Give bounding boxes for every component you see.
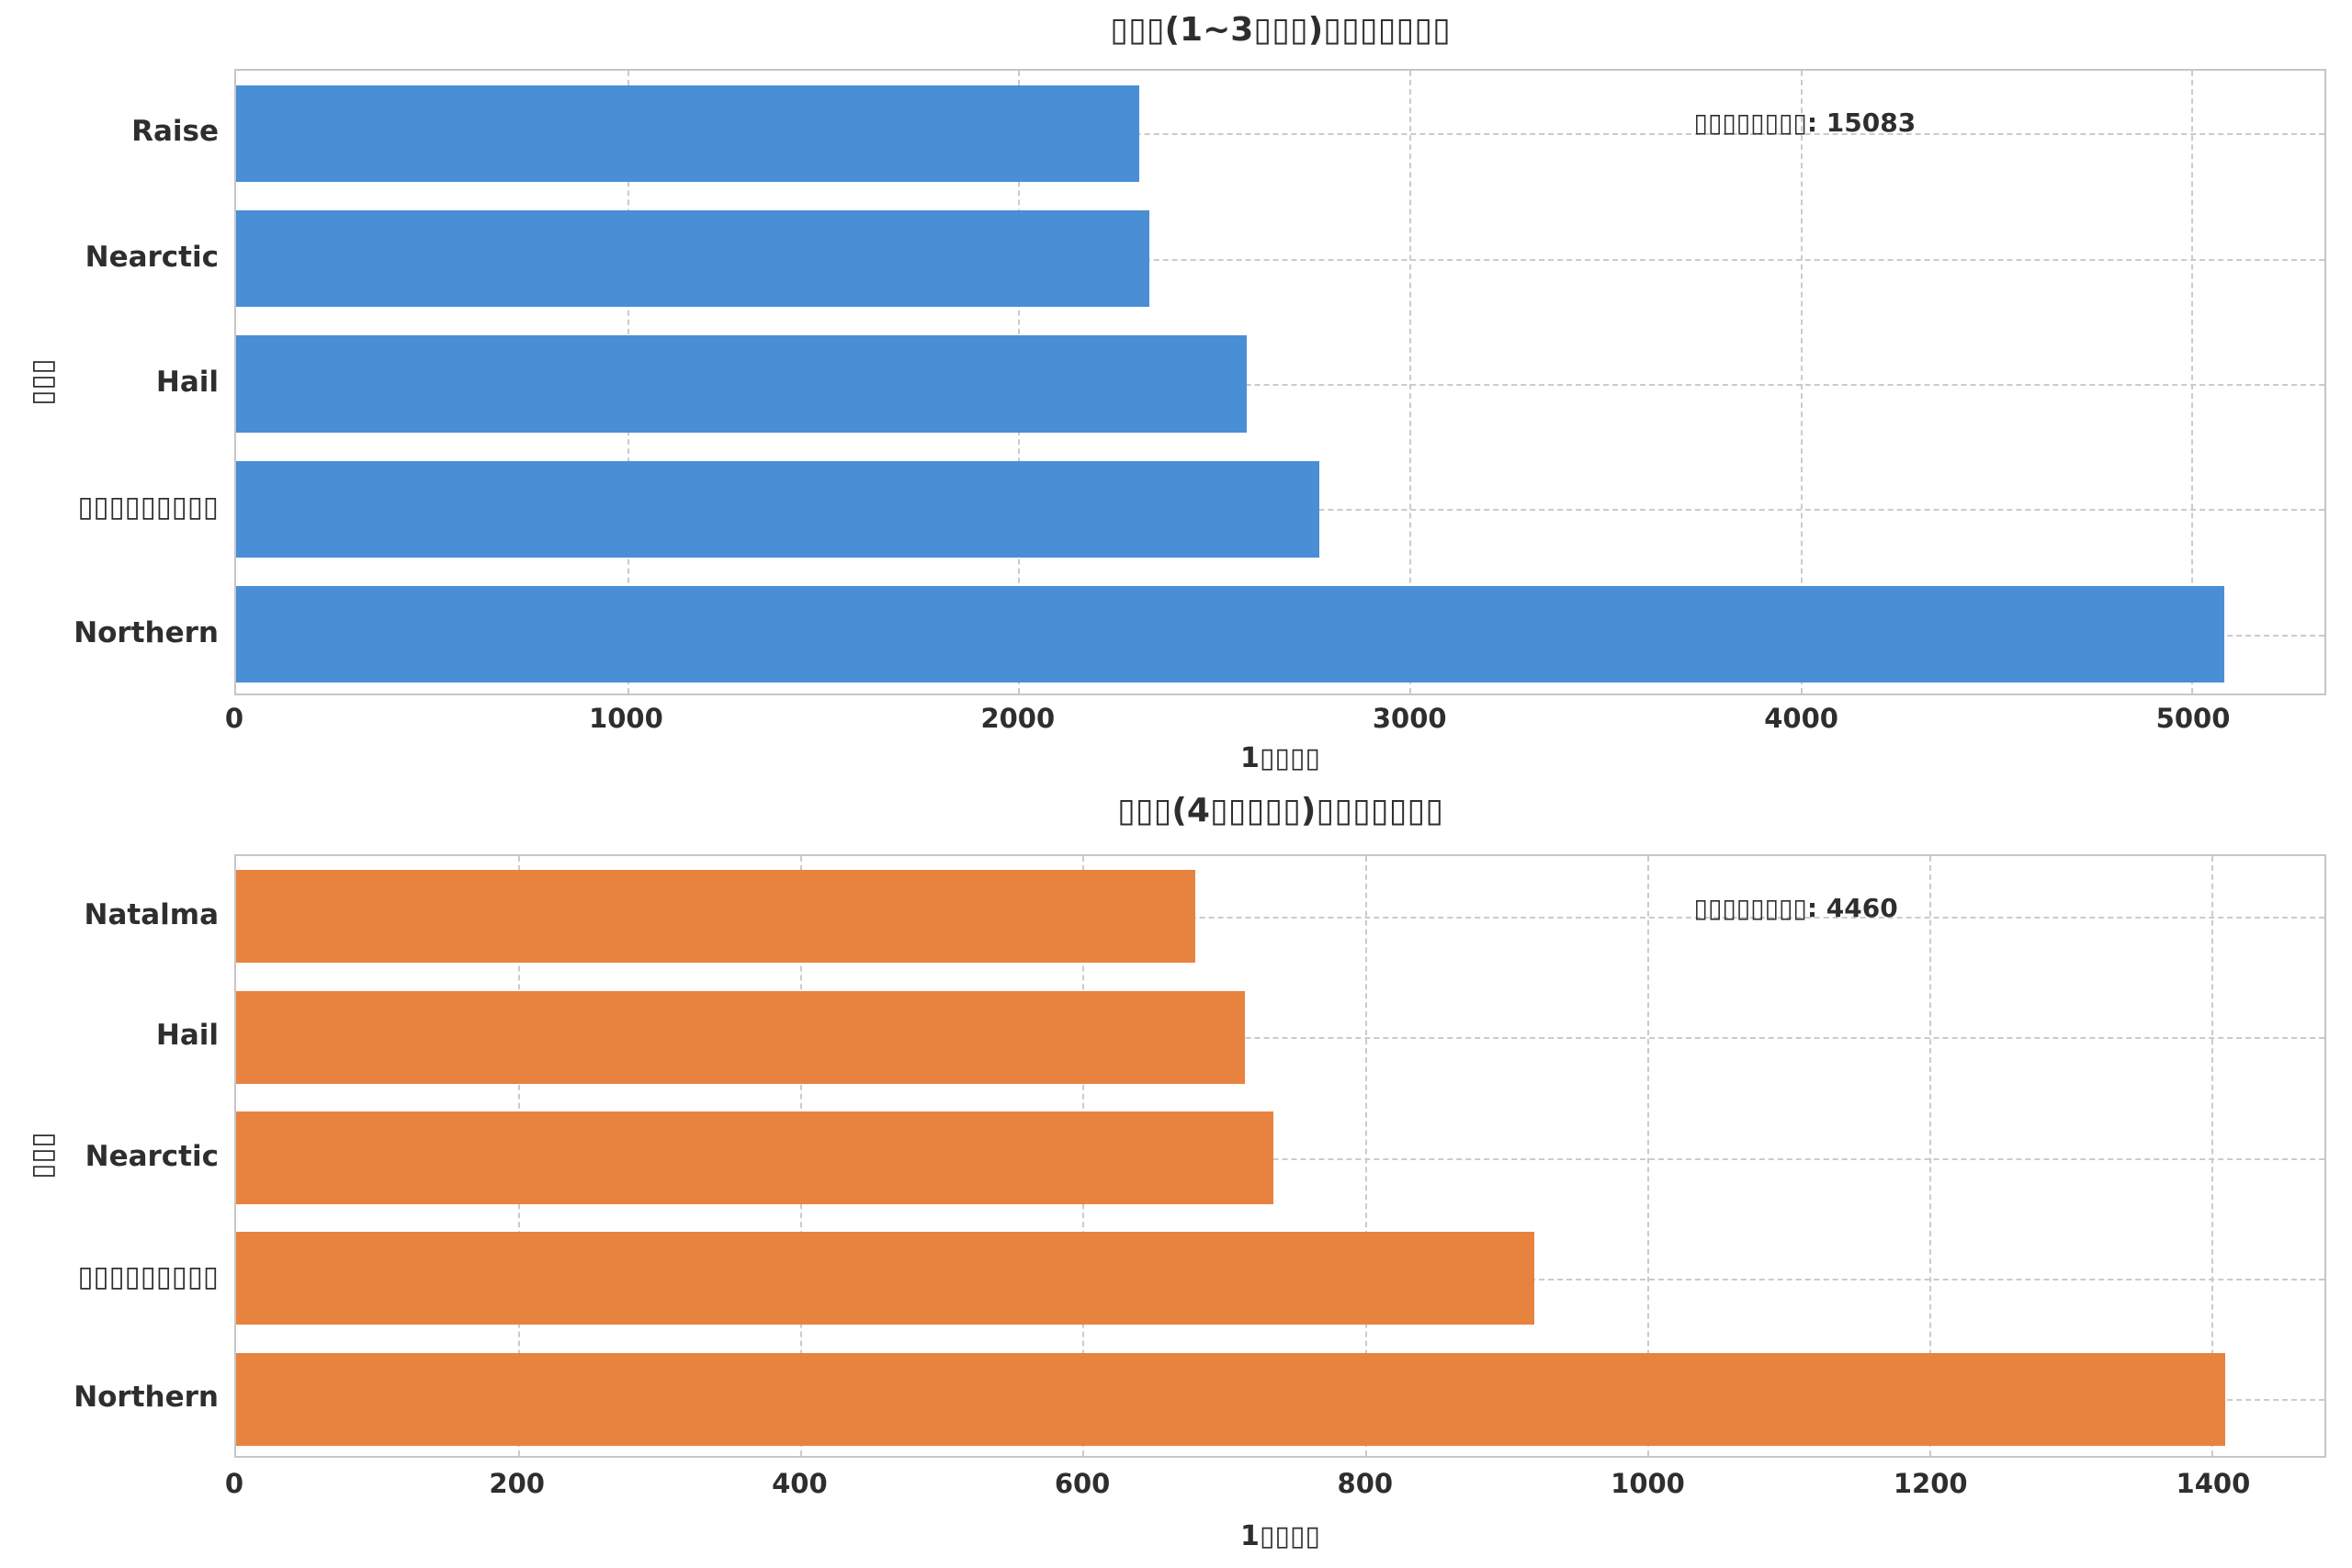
x-tick-label: 3000 [1372, 703, 1447, 734]
plot-area: ▯▯▯▯▯▯▯▯: 4460 [234, 854, 2326, 1458]
plot-area: ▯▯▯▯▯▯▯▯: 15083 [234, 69, 2326, 695]
y-tick-label: Nearctic [85, 240, 219, 274]
x-tick-label: 0 [224, 1468, 244, 1499]
bars-layer [236, 71, 2324, 694]
x-tick-label: 1000 [1611, 1468, 1685, 1499]
bar-▯▯▯▯▯▯▯▯▯ [236, 1232, 1534, 1325]
x-tick-label: 1000 [589, 703, 663, 734]
x-tick-label: 0 [224, 703, 244, 734]
y-tick-label: Northern [74, 615, 219, 649]
x-tick-label: 400 [772, 1468, 828, 1499]
x-tick-label: 800 [1337, 1468, 1394, 1499]
bar-Nearctic [236, 210, 1149, 308]
gridline-vertical [2211, 856, 2214, 1456]
x-tick-label: 1400 [2176, 1468, 2251, 1499]
gridline-vertical [1928, 856, 1931, 1456]
y-tick-label: Nearctic [85, 1139, 219, 1173]
gridline-horizontal [236, 1037, 2324, 1040]
gridline-horizontal [236, 133, 2324, 136]
x-axis-label: 1▯▯▯▯ [1240, 1520, 1320, 1552]
gridline-vertical [1408, 71, 1411, 694]
y-tick-label: Northern [74, 1381, 219, 1415]
y-tick-label: Hail [155, 366, 219, 399]
bar-Northern [236, 586, 2224, 683]
x-tick-label: 1200 [1893, 1468, 1968, 1499]
annotation: ▯▯▯▯▯▯▯▯: 15083 [1693, 107, 1917, 138]
bar-Nearctic [236, 1111, 1273, 1205]
bar-Hail [236, 990, 1246, 1084]
gridline-horizontal [236, 258, 2324, 261]
bars-layer [236, 856, 2324, 1456]
bar-Hail [236, 335, 1248, 433]
bar-▯▯▯▯▯▯▯▯▯ [236, 460, 1320, 558]
y-tick-label: ▯▯▯▯▯▯▯▯▯ [77, 1259, 219, 1293]
x-tick-label: 4000 [1764, 703, 1838, 734]
bar-Raise [236, 85, 1140, 182]
gridline-vertical [1364, 856, 1367, 1456]
x-tick-label: 600 [1054, 1468, 1111, 1499]
x-axis-label: 1▯▯▯▯ [1240, 742, 1320, 774]
annotation: ▯▯▯▯▯▯▯▯: 4460 [1693, 893, 1898, 923]
x-tick-label: 200 [489, 1468, 545, 1499]
bar-Natalma [236, 870, 1196, 964]
x-tick-label: 5000 [2155, 703, 2231, 734]
y-tick-label: Raise [131, 115, 219, 149]
bar-Northern [236, 1352, 2226, 1446]
gridline-horizontal [236, 384, 2324, 386]
y-tick-label: Natalma [84, 897, 219, 931]
gridline-horizontal [236, 1157, 2324, 1160]
gridline-vertical [1646, 856, 1649, 1456]
chart-title: ▯▯▯(4▯▯▯▯▯)▯▯▯▯▯▯▯ [1116, 792, 1444, 829]
y-tick-label: ▯▯▯▯▯▯▯▯▯ [77, 491, 219, 525]
gridline-vertical [2191, 71, 2194, 694]
chart-title: ▯▯▯(1~3▯▯▯)▯▯▯▯▯▯▯ [1110, 11, 1451, 49]
gridline-horizontal [236, 916, 2324, 919]
x-tick-label: 2000 [980, 703, 1056, 734]
y-tick-label: Hail [155, 1019, 219, 1053]
gridline-vertical [1800, 71, 1803, 694]
